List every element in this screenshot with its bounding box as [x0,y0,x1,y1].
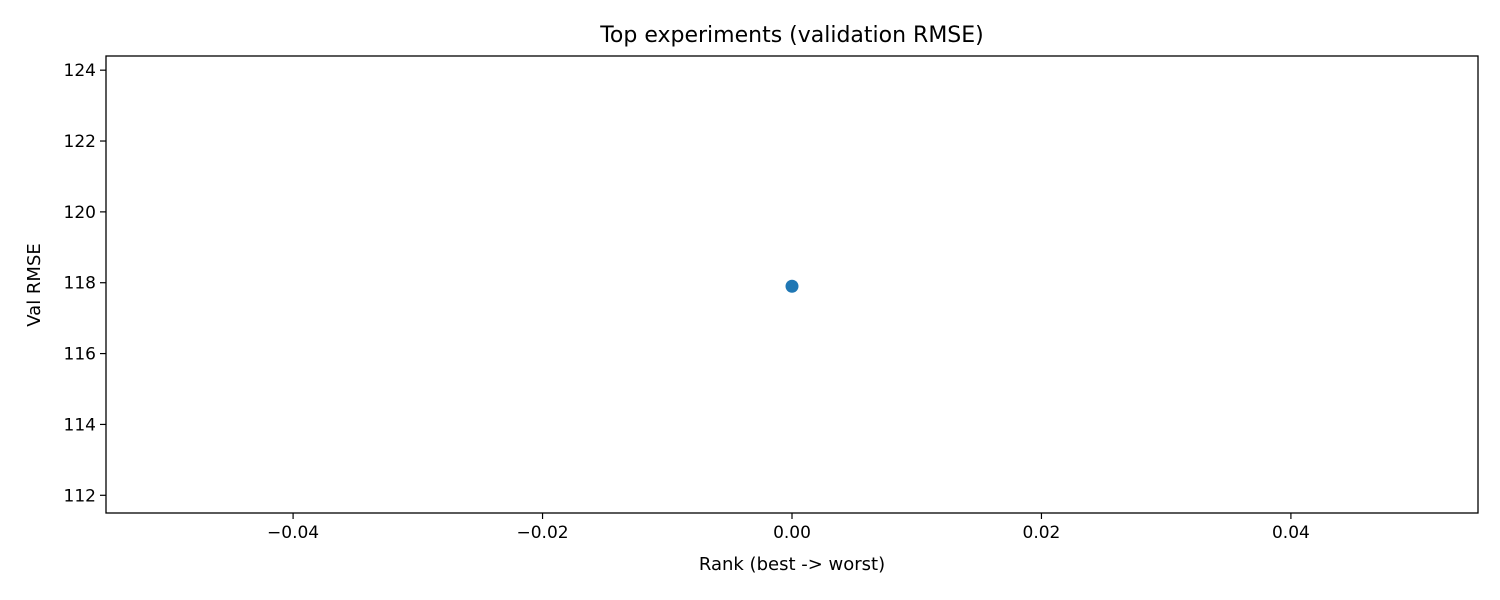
axes-frame [105,55,1479,514]
y-axis-label: Val RMSE [24,243,45,327]
x-tick-label: 0.02 [1023,523,1061,543]
x-tick-label: 0.04 [1272,523,1310,543]
y-tick-label: 114 [64,415,96,435]
chart-title: Top experiments (validation RMSE) [599,23,984,48]
plot-area: −0.04 −0.02 0.00 0.02 0.04 112 114 116 118 120 122… [64,55,1479,543]
y-tick-label: 118 [64,274,96,294]
y-tick-label: 112 [64,486,96,506]
x-tick-label: 0.00 [773,523,811,543]
data-point [785,279,799,293]
y-tick-label: 124 [64,61,96,81]
y-tick-label: 122 [64,132,96,152]
y-tick-label: 120 [64,203,96,223]
x-tick-label: −0.02 [516,523,568,543]
x-axis-label: Rank (best -> worst) [699,554,885,575]
y-tick-label: 116 [64,345,96,365]
x-tick-label: −0.04 [267,523,319,543]
